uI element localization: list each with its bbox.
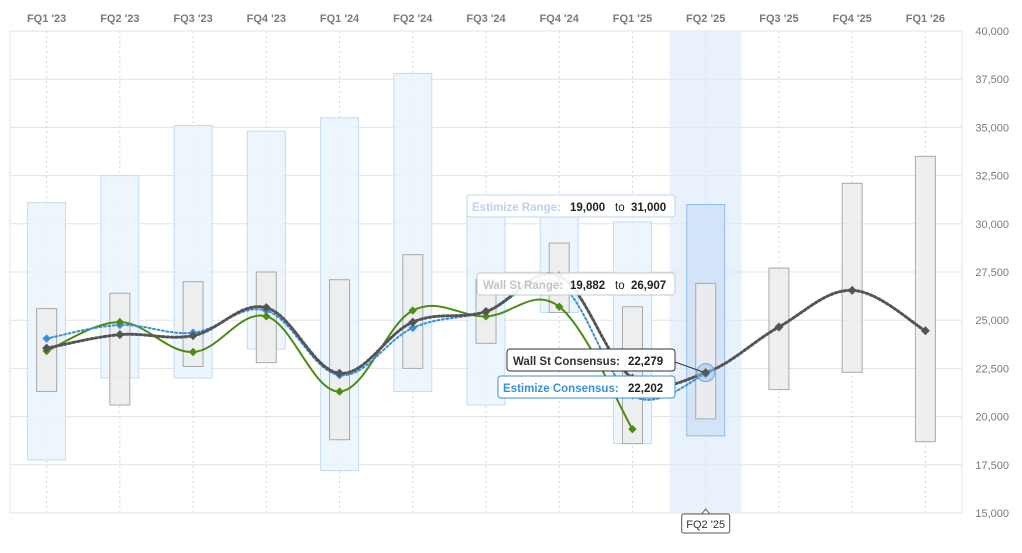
- wallst-consensus-value: 22,279: [628, 356, 663, 368]
- wallst-consensus-point: [408, 317, 418, 327]
- x-tick-label: FQ1 '26: [906, 13, 945, 25]
- wallst-consensus-point: [774, 322, 784, 332]
- series-markers-layer: [42, 271, 930, 434]
- actual-point: [262, 312, 271, 321]
- estimize-range-tooltip: Estimize Range: 19,000 to 31,000: [466, 194, 676, 218]
- x-tick-label: FQ3 '24: [466, 13, 506, 25]
- wallst-consensus-point: [701, 368, 711, 378]
- wallst-consensus-point: [920, 326, 930, 336]
- wallst-range-to: to: [615, 280, 625, 292]
- selected-x-label-layer: FQ2 '25: [681, 508, 731, 534]
- estimize-range-high: 31,000: [631, 202, 666, 214]
- y-tick-label: 32,500: [975, 171, 1009, 183]
- wallst-range-low: 19,882: [570, 280, 605, 292]
- wallst-range-box: [695, 282, 717, 420]
- actual-point: [481, 312, 491, 321]
- x-tick-label: FQ2 '25: [686, 13, 725, 25]
- wallst-range-box: [914, 155, 936, 443]
- y-tick-label: 35,000: [975, 122, 1009, 134]
- estimize-consensus-label: Estimize Consensus:: [503, 383, 619, 395]
- x-tick-label: FQ1 '23: [27, 13, 66, 25]
- wallst-consensus-point: [42, 343, 52, 353]
- wallst-range-label: Wall St Range:: [483, 280, 563, 292]
- estimize-consensus-point: [42, 334, 51, 343]
- wallst-range-box: [329, 279, 351, 441]
- wallst-consensus-label: Wall St Consensus:: [513, 356, 620, 368]
- x-tick-label: FQ3 '23: [173, 13, 212, 25]
- estimize-range-to: to: [615, 202, 625, 214]
- estimize-consensus-tooltip: Estimize Consensus: 22,202: [497, 375, 676, 399]
- wallst-consensus-tooltip: Wall St Consensus: 22,279: [506, 348, 704, 373]
- y-tick-label: 20,000: [975, 412, 1009, 424]
- y-tick-label: 15,000: [975, 508, 1009, 520]
- estimize-consensus-value: 22,202: [628, 383, 663, 395]
- estimize-range-low: 19,000: [570, 202, 605, 214]
- wallst-range-box: [109, 292, 131, 406]
- x-tick-label: FQ1 '25: [613, 13, 652, 25]
- x-tick-label: FQ4 '25: [832, 13, 871, 25]
- wallst-consensus-point: [481, 307, 491, 317]
- actual-point: [188, 347, 198, 357]
- wallst-consensus-point: [847, 285, 857, 295]
- wallst-range-high: 26,907: [631, 280, 666, 292]
- selected-x-label: FQ2 '25: [686, 519, 725, 531]
- x-tick-label: FQ4 '23: [247, 13, 286, 25]
- x-tick-label: FQ2 '23: [100, 13, 139, 25]
- actual-point: [555, 302, 564, 311]
- actual-point: [408, 306, 417, 315]
- y-axis-ticks: 15,000 17,500 20,000 22,500 25,000 27,500 30,0…: [975, 26, 1009, 520]
- wallst-consensus-point: [335, 368, 345, 378]
- y-tick-label: 25,000: [975, 315, 1009, 327]
- estimize-range-label: Estimize Range:: [472, 202, 561, 214]
- y-tick-label: 27,500: [975, 267, 1009, 279]
- y-tick-label: 17,500: [975, 460, 1009, 472]
- actual-point: [628, 424, 637, 434]
- y-tick-label: 37,500: [975, 74, 1009, 86]
- y-tick-label: 30,000: [975, 219, 1009, 231]
- x-tick-label: FQ1 '24: [320, 13, 360, 25]
- selected-x-label-box: [681, 513, 731, 534]
- actual-point: [335, 387, 344, 396]
- y-tick-label: 40,000: [975, 26, 1009, 38]
- wallst-range-tooltip: Wall St Range: 19,882 to 26,907: [476, 272, 676, 296]
- wallst-consensus-point: [188, 331, 198, 341]
- wallst-consensus-point: [261, 303, 271, 313]
- estimize-consensus-point: [408, 323, 417, 333]
- y-tick-label: 22,500: [975, 363, 1009, 375]
- wallst-consensus-point: [115, 330, 125, 340]
- x-tick-label: FQ3 '25: [759, 13, 798, 25]
- x-tick-label: FQ2 '24: [393, 13, 433, 25]
- x-tick-label: FQ4 '24: [540, 13, 580, 25]
- actual-point: [115, 317, 125, 327]
- wallst-range-box: [182, 281, 204, 367]
- wallst-range-layer: [36, 155, 936, 445]
- x-axis-ticks: FQ1 '23 FQ2 '23 FQ3 '23 FQ4 '23 FQ1 '24 FQ2 '…: [27, 13, 945, 25]
- wallst-range-box: [841, 182, 863, 373]
